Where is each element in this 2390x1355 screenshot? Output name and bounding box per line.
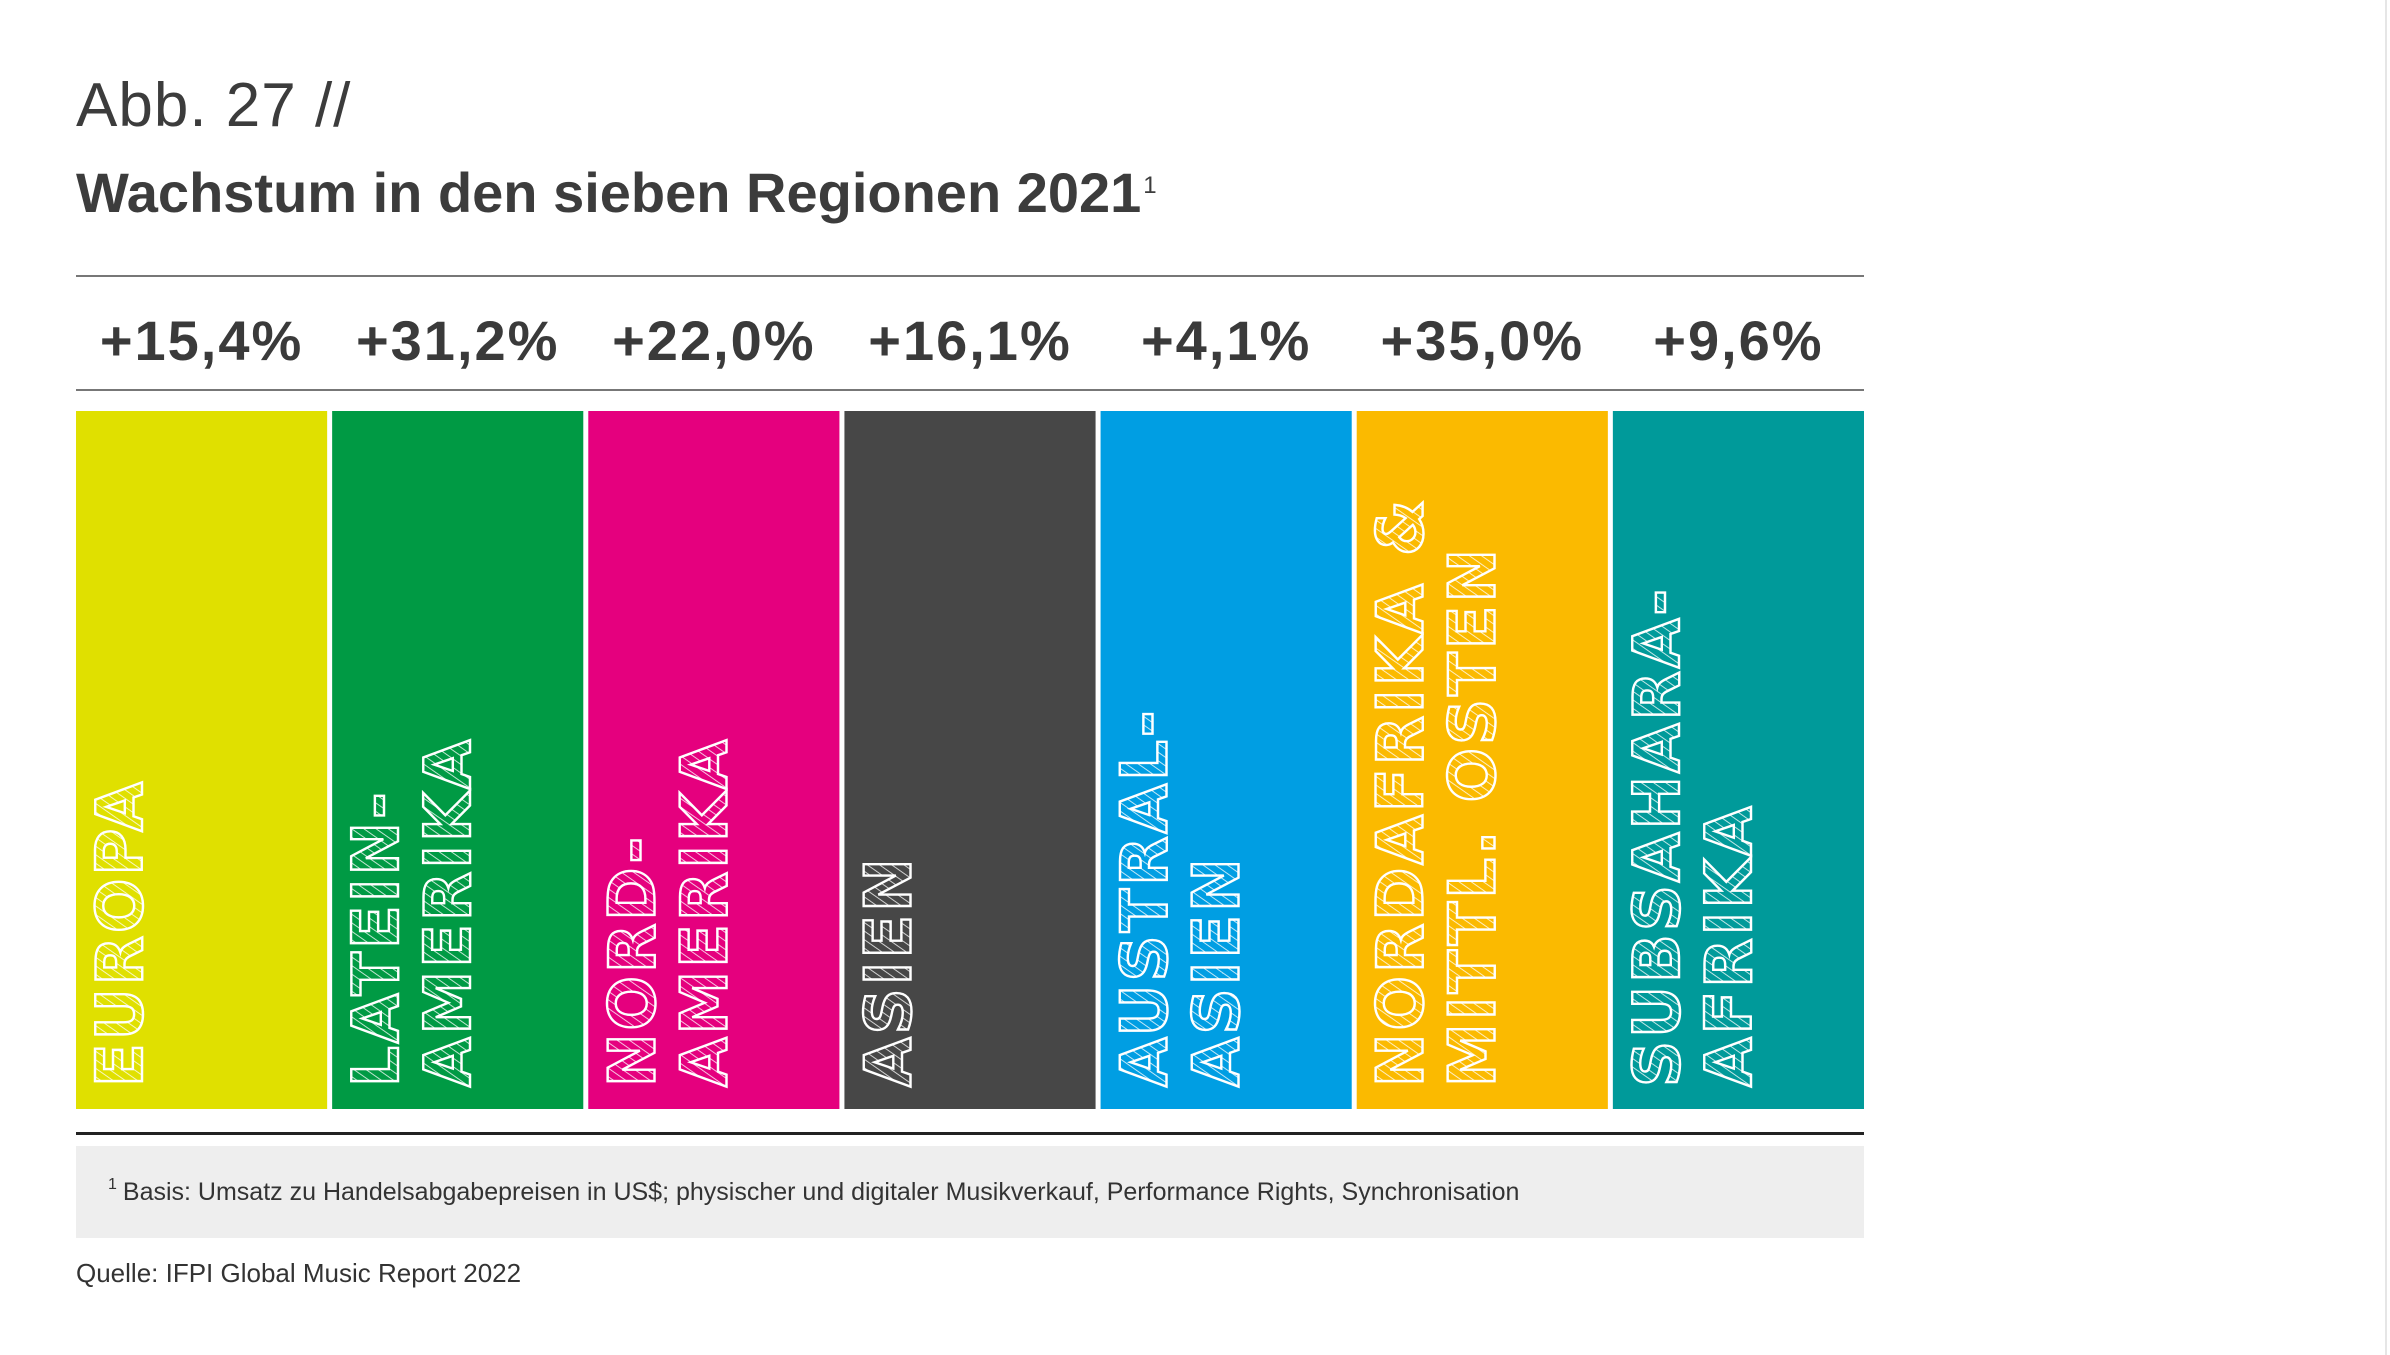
chart-title: Wachstum in den sieben Regionen 20211 [76, 160, 1157, 225]
bar-label-subsahara-afrika-2: AFRIKA [1693, 804, 1767, 1087]
footnote-marker: 1 [108, 1176, 117, 1193]
bar-label-austral-asien-1: AUSTRAL- [1109, 708, 1183, 1087]
footnote-box [76, 1146, 1864, 1238]
value-label-latein-amerika: +31,2% [356, 309, 560, 372]
bar-label-nordafrika-mittl-osten-1: NORDAFRIKA & [1365, 497, 1439, 1087]
value-label-nord-amerika: +22,0% [612, 309, 816, 372]
values-rule [76, 389, 1864, 391]
bar-label-subsahara-afrika-1: SUBSAHARA- [1621, 586, 1695, 1087]
source-note: Quelle: IFPI Global Music Report 2022 [76, 1258, 522, 1288]
bar-label-europa-1: EUROPA [84, 779, 158, 1087]
bar-austral-asien [1100, 411, 1352, 1109]
chart-title-text: Wachstum in den sieben Regionen 2021 [76, 161, 1142, 224]
title-footnote-marker: 1 [1143, 172, 1157, 199]
bar-europa [76, 411, 328, 1109]
bar-subsahara-afrika [1612, 411, 1864, 1109]
bar-label-latein-amerika-1: LATEIN- [340, 789, 414, 1087]
bar-nordafrika-mittl-osten [1356, 411, 1608, 1109]
bottom-rule [76, 1132, 1864, 1135]
value-label-asien: +16,1% [868, 309, 1072, 372]
bar-label-austral-asien-2: ASIEN [1181, 855, 1255, 1087]
footnote-text: Basis: Umsatz zu Handelsabgabepreisen in… [122, 1178, 1520, 1206]
bar-label-asien-1: ASIEN [852, 855, 926, 1087]
figure-label: Abb. 27 // [76, 71, 352, 140]
bar-label-nord-amerika-1: NORD- [596, 834, 670, 1087]
value-label-subsahara-afrika: +9,6% [1653, 309, 1823, 372]
value-label-nordafrika-mittl-osten: +35,0% [1381, 309, 1585, 372]
bar-latein-amerika [332, 411, 584, 1109]
bar-asien [844, 411, 1096, 1109]
value-label-europa: +15,4% [100, 309, 304, 372]
bar-label-nord-amerika-2: AMERIKA [668, 737, 742, 1087]
top-rule [76, 275, 1864, 277]
footnote: 1 Basis: Umsatz zu Handelsabgabepreisen i… [108, 1176, 1520, 1207]
bar-nord-amerika [588, 411, 840, 1109]
bar-label-nordafrika-mittl-osten-2: MITTL. OSTEN [1437, 546, 1511, 1087]
bar-label-latein-amerika-2: AMERIKA [412, 737, 486, 1087]
right-edge-divider [2385, 0, 2387, 1355]
value-label-austral-asien: +4,1% [1141, 309, 1311, 372]
